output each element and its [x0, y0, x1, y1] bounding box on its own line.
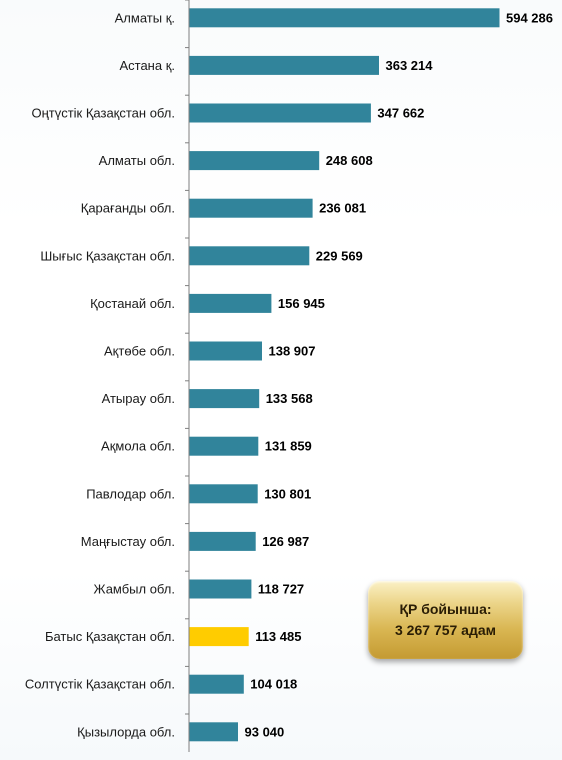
bar: [189, 55, 379, 75]
value-label: 347 662: [377, 106, 424, 121]
bar: [189, 246, 310, 266]
category-label: Атырау обл.: [102, 391, 175, 406]
category-label: Солтүстік Қазақстан обл.: [25, 677, 175, 692]
value-label: 156 945: [278, 296, 325, 311]
category-label: Ақтөбе обл.: [104, 344, 175, 359]
value-label: 229 569: [316, 248, 363, 263]
category-label: Батыс Қазақстан обл.: [45, 629, 175, 644]
bar: [189, 293, 272, 313]
bar: [189, 341, 262, 361]
category-label: Қостанай обл.: [90, 296, 175, 311]
bar: [189, 436, 259, 456]
value-label: 236 081: [319, 201, 366, 216]
bar: [189, 484, 258, 504]
total-badge: ҚР бойынша: 3 267 757 адам: [368, 581, 523, 659]
category-label: Алматы қ.: [115, 10, 175, 25]
category-label: Оңтүстік Қазақстан обл.: [31, 106, 175, 121]
total-value: 3 267 757 адам: [395, 622, 496, 638]
value-label: 104 018: [250, 677, 297, 692]
bar: [189, 531, 256, 551]
bar: [189, 8, 500, 28]
category-label: Қызылорда обл.: [77, 724, 175, 739]
bar: [189, 579, 252, 599]
bar: [189, 151, 320, 171]
bar-highlighted: [189, 627, 249, 647]
bar: [189, 674, 244, 694]
category-label: Ақмола обл.: [101, 439, 175, 454]
category-label: Қарағанды обл.: [81, 201, 175, 216]
bar: [189, 198, 313, 218]
category-label: Астана қ.: [119, 58, 175, 73]
total-label: ҚР бойынша:: [399, 601, 492, 617]
category-label: Жамбыл обл.: [94, 582, 175, 597]
value-label: 363 214: [386, 58, 434, 73]
value-label: 248 608: [326, 153, 373, 168]
category-label: Алматы обл.: [99, 153, 175, 168]
category-label: Маңғыстау обл.: [81, 534, 175, 549]
value-label: 131 859: [265, 439, 312, 454]
value-label: 126 987: [262, 534, 309, 549]
category-label: Павлодар обл.: [86, 486, 175, 501]
bars-layer: Алматы қ. 594 286 Астана қ. 363 214 Оңтүстік…: [25, 0, 553, 742]
value-label: 133 568: [266, 391, 313, 406]
bar: [189, 722, 238, 742]
value-label: 130 801: [264, 486, 311, 501]
category-label: Шығыс Қазақстан обл.: [40, 248, 175, 263]
bar: [189, 389, 260, 409]
value-label: 93 040: [245, 724, 285, 739]
value-label: 138 907: [269, 344, 316, 359]
value-label: 118 727: [258, 582, 304, 597]
value-label: 113 485: [255, 629, 301, 644]
bar: [189, 103, 371, 123]
value-label: 594 286: [506, 10, 553, 25]
